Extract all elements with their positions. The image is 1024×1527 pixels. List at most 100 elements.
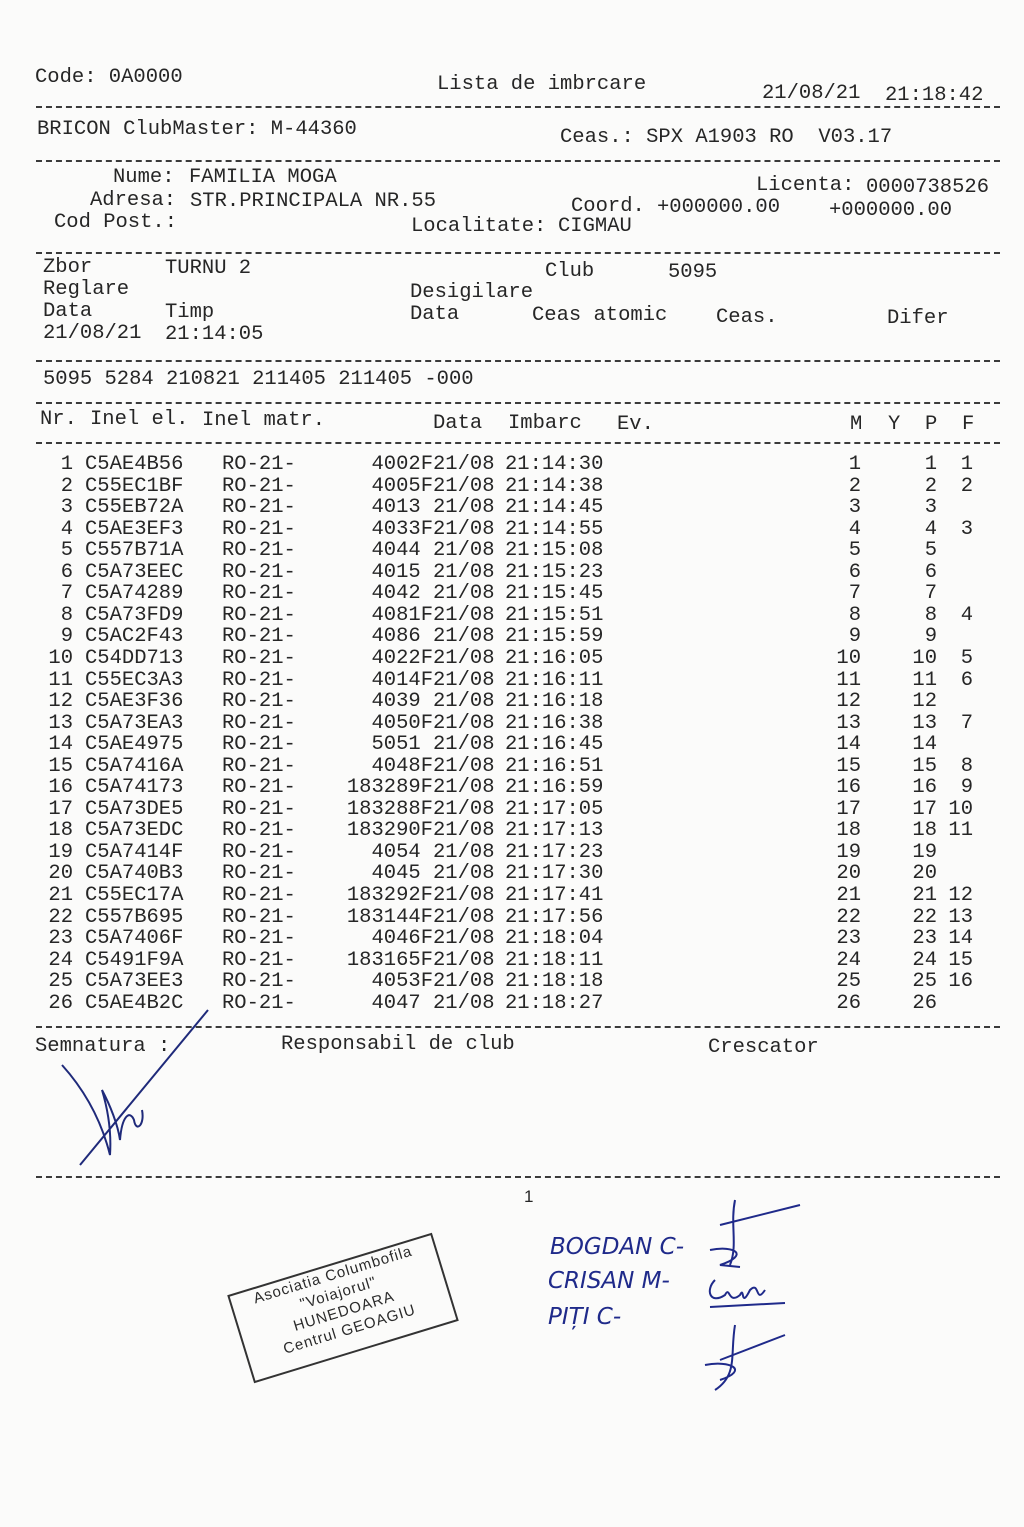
unseal-label: Desigilare <box>410 281 534 304</box>
ring-number: 4045 <box>371 862 433 886</box>
rank-p: 19 <box>912 840 937 864</box>
arrival-date: 21/08 <box>433 668 495 692</box>
row-nr: 4 <box>60 517 73 541</box>
col-ev: Ev. <box>617 413 654 436</box>
table-row: 9 C5AC2F43 RO-21- 4086 21/08 21:15:59 9 9 <box>0 626 1024 648</box>
divider <box>36 252 1000 254</box>
arrival-time: 21:15:23 <box>505 560 604 584</box>
table-row: 22 C557B695 RO-21- 183144F 21/08 21:17:56 22 22… <box>0 905 1024 929</box>
arrival-time: 21:18:11 <box>505 948 604 972</box>
rank-m: 8 <box>848 603 861 627</box>
rank-f: 16 <box>948 970 973 994</box>
ring-number: 183290F <box>346 819 433 843</box>
ring-number: 183144F <box>346 905 433 929</box>
breeder-label: Crescator <box>708 1036 819 1059</box>
ring-prefix: RO-21- <box>222 884 296 907</box>
ring-id: C5A73DE5 <box>85 797 184 821</box>
ring-id: C5AC2F43 <box>85 625 184 649</box>
rank-f: 14 <box>948 927 973 951</box>
rank-p: 16 <box>912 776 937 800</box>
row-nr: 19 <box>48 840 73 864</box>
clock-label: Ceas. <box>716 306 778 329</box>
ring-prefix: RO-21- <box>222 776 296 800</box>
rank-m: 15 <box>836 754 861 778</box>
setting-time: 21:14:05 <box>165 323 264 346</box>
ring-id: C5491F9A <box>85 948 184 972</box>
ring-id: C55EB72A <box>85 496 184 520</box>
rank-m: 9 <box>848 625 861 649</box>
rank-f: 2 <box>960 474 973 498</box>
row-nr: 26 <box>48 991 73 1015</box>
ring-prefix: RO-21- <box>222 733 296 757</box>
row-nr: 1 <box>60 453 73 476</box>
flight-value: TURNU 2 <box>165 257 252 280</box>
print-date: 21/08/21 <box>762 82 861 105</box>
table-row: 3 C55EB72A RO-21- 4013 21/08 21:14:45 3 3 <box>0 497 1024 519</box>
arrival-date: 21/08 <box>433 819 495 843</box>
ring-id: C5A74173 <box>85 776 184 800</box>
row-nr: 21 <box>48 884 73 907</box>
club-value: 5095 <box>668 261 718 284</box>
ring-prefix: RO-21- <box>222 711 296 735</box>
arrival-time: 21:16:18 <box>505 690 604 714</box>
coord-x: +000000.00 <box>657 196 781 219</box>
table-row: 26 C5AE4B2C RO-21- 4047 21/08 21:18:27 26 26 <box>0 991 1024 1015</box>
arrival-time: 21:16:51 <box>505 754 604 778</box>
arrival-date: 21/08 <box>433 560 495 584</box>
clubmaster: BRICON ClubMaster: M-44360 <box>37 118 357 141</box>
ring-id: C5A7406F <box>85 927 184 951</box>
ring-prefix: RO-21- <box>222 517 296 541</box>
rank-m: 23 <box>836 927 861 951</box>
ring-prefix: RO-21- <box>222 646 296 670</box>
divider <box>36 442 1000 444</box>
rank-f: 8 <box>960 754 973 778</box>
rank-p: 2 <box>924 474 937 498</box>
ring-id: C5A740B3 <box>85 862 184 886</box>
table-row: 7 C5A74289 RO-21- 4042 21/08 21:15:45 7 7 <box>0 583 1024 605</box>
arrival-time: 21:18:27 <box>505 991 604 1015</box>
rank-f: 7 <box>960 711 973 735</box>
arrival-date: 21/08 <box>433 625 495 649</box>
arrival-date: 21/08 <box>433 711 495 735</box>
table-row: 2 C55EC1BF RO-21- 4005F 21/08 21:14:38 2 2 2 <box>0 474 1024 498</box>
arrival-date: 21/08 <box>433 474 495 498</box>
setting-date-label: Data <box>43 300 93 323</box>
rank-p: 21 <box>912 884 937 907</box>
rank-p: 15 <box>912 754 937 778</box>
rank-f: 1 <box>960 453 973 476</box>
arrival-date: 21/08 <box>433 948 495 972</box>
ring-prefix: RO-21- <box>222 582 296 606</box>
rank-m: 3 <box>848 496 861 520</box>
rank-f: 5 <box>960 646 973 670</box>
ring-prefix: RO-21- <box>222 927 296 951</box>
ring-number: 4015 <box>371 560 433 584</box>
arrival-date: 21/08 <box>433 603 495 627</box>
clock-info: Ceas.: SPX A1903 RO V03.17 <box>560 126 893 149</box>
ring-id: C5A7416A <box>85 754 184 778</box>
table-row: 25 C5A73EE3 RO-21- 4053F 21/08 21:18:18 25 25 16 <box>0 971 1024 993</box>
ring-number: 183165F <box>346 948 433 972</box>
arrival-date: 21/08 <box>433 776 495 800</box>
col-date: Data <box>433 412 483 435</box>
row-nr: 24 <box>48 948 73 972</box>
atomic-clock-label: Ceas atomic <box>532 304 668 327</box>
rank-p: 4 <box>924 517 937 541</box>
ring-id: C55EC1BF <box>85 474 184 498</box>
rank-p: 3 <box>924 496 937 520</box>
ring-prefix: RO-21- <box>222 496 296 520</box>
row-nr: 15 <box>48 754 73 778</box>
ring-id: C5AE3EF3 <box>85 517 184 541</box>
col-f: F <box>962 413 975 436</box>
ring-number: 4048F <box>371 754 433 778</box>
table-row: 11 C55EC3A3 RO-21- 4014F 21/08 21:16:11 11 11 6 <box>0 668 1024 692</box>
arrival-time: 21:15:51 <box>505 603 604 627</box>
rank-m: 6 <box>848 560 861 584</box>
rank-m: 16 <box>836 776 861 800</box>
arrival-time: 21:16:05 <box>505 646 604 670</box>
coord-y: +000000.00 <box>829 199 953 222</box>
club-stamp: Asociatia Columbofila "Voiajorul" HUNEDO… <box>227 1232 459 1384</box>
handwritten-name: PIȚI C- <box>548 1304 622 1330</box>
ring-prefix: RO-21- <box>222 819 296 843</box>
col-ring: Inel el. <box>90 408 189 431</box>
signature <box>61 1009 209 1166</box>
